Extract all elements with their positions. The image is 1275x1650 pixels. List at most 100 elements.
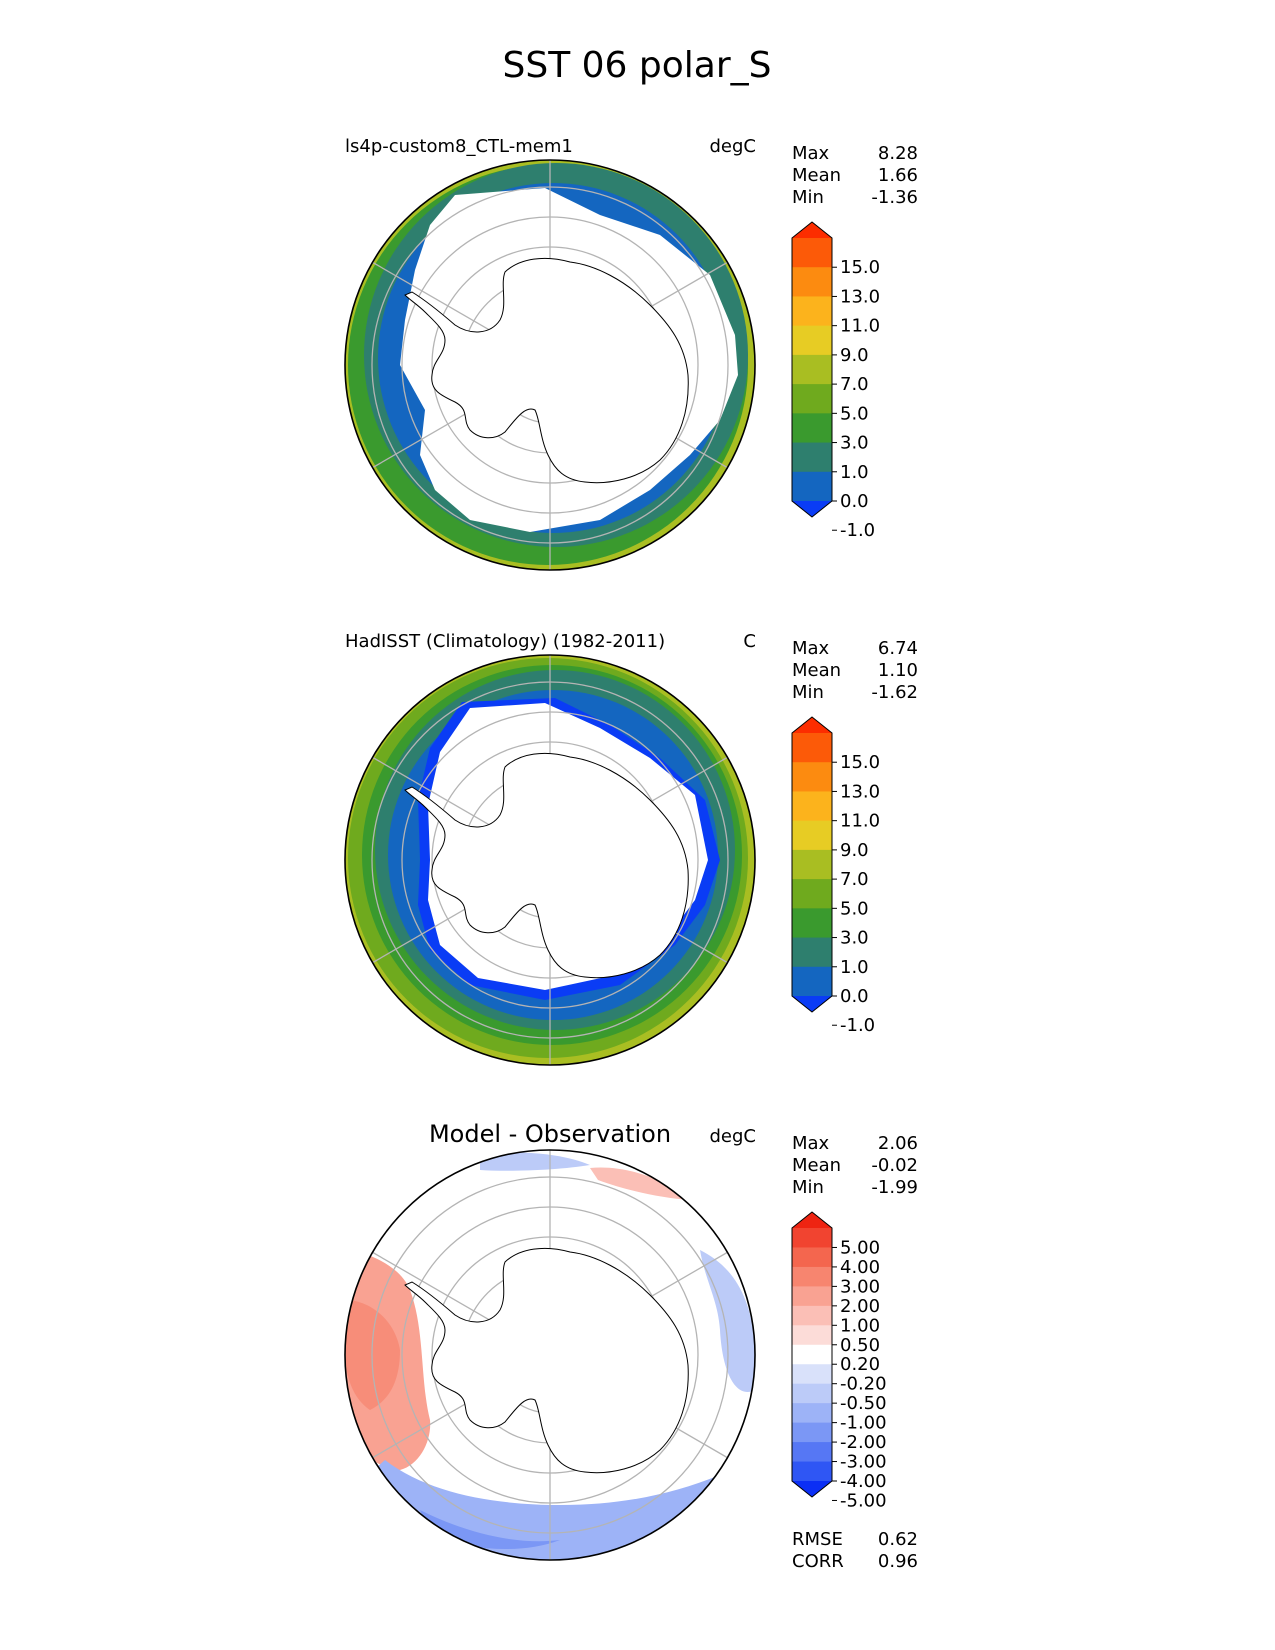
- colorbar: 5.004.003.002.001.000.500.20-0.20-0.50-1…: [791, 1211, 887, 1511]
- colorbar-tick-label: -3.00: [840, 1452, 887, 1473]
- colorbar-extend-min: [792, 501, 832, 517]
- colorbar-bin: [792, 384, 832, 414]
- colorbar-bin: [792, 1364, 832, 1385]
- colorbar-extend-max: [792, 1212, 832, 1228]
- colorbar-extend-max: [792, 717, 832, 733]
- colorbar-bin: [792, 1305, 832, 1326]
- stat-label: Mean: [792, 660, 841, 681]
- antarctica-coastline: [404, 1247, 689, 1474]
- panel-title: ls4p-custom8_CTL-mem1: [345, 136, 573, 157]
- panel-model: ls4p-custom8_CTL-mem1 degC Max 8.28: [344, 136, 918, 571]
- colorbar-tick-label: 5.00: [840, 1237, 880, 1258]
- colorbar-tick-label: 4.00: [840, 1257, 880, 1278]
- polar-map: [344, 654, 756, 1066]
- colorbar-bin: [792, 1422, 832, 1443]
- stat-value: 1.10: [878, 660, 918, 681]
- map-border: [344, 159, 756, 571]
- polar-map: [344, 159, 756, 571]
- colorbar-bin: [792, 267, 832, 298]
- colorbar-bin: [792, 354, 832, 385]
- colorbar-bin: [792, 1344, 832, 1365]
- stats-box: Max 2.06 Mean -0.02 Min -1.99: [792, 1133, 918, 1198]
- stat-label: Max: [792, 638, 830, 659]
- colorbar-extend-max: [792, 222, 832, 238]
- stat-label: Max: [792, 143, 830, 164]
- colorbar-bin: [792, 1403, 832, 1424]
- colorbar-bin: [792, 1247, 832, 1268]
- stat-label: RMSE: [792, 1529, 843, 1550]
- colorbar-bin: [792, 791, 832, 822]
- colorbar-tick-label: 5.0: [840, 898, 869, 919]
- panel-title: Model - Observation: [429, 1120, 671, 1148]
- colorbar-tick-label: 13.0: [840, 781, 880, 802]
- stat-value: -1.99: [871, 1177, 918, 1198]
- colorbar-bin: [792, 1461, 832, 1482]
- colorbar-tick-label: -1.0: [840, 1015, 875, 1036]
- colorbar-tick-label: 7.0: [840, 869, 869, 890]
- colorbar-tick-label: 5.0: [840, 403, 869, 424]
- colorbar-bin: [792, 1325, 832, 1346]
- stat-label: CORR: [792, 1551, 844, 1572]
- colorbar-bin: [792, 1383, 832, 1404]
- antarctica-coastline: [404, 752, 689, 979]
- colorbar-tick-label: -1.00: [840, 1413, 887, 1434]
- colorbar-tick-label: 7.0: [840, 374, 869, 395]
- colorbar-bin: [792, 1286, 832, 1307]
- colorbar-tick-label: 0.50: [840, 1335, 880, 1356]
- colorbar-bin: [792, 471, 832, 502]
- colorbar-tick-label: -4.00: [840, 1471, 887, 1492]
- colorbar-bin: [792, 413, 832, 444]
- colorbar-bin: [792, 442, 832, 473]
- colorbar-bin: [792, 820, 832, 851]
- colorbar-bin: [792, 296, 832, 327]
- stat-value: 6.74: [878, 638, 918, 659]
- colorbar-bin: [792, 966, 832, 997]
- colorbar-bin: [792, 762, 832, 793]
- colorbar-tick-label: 0.0: [840, 986, 869, 1007]
- stat-label: Mean: [792, 1155, 841, 1176]
- colorbar-tick-label: 1.0: [840, 462, 869, 483]
- panel-units: C: [743, 631, 756, 652]
- colorbar-bin: [792, 733, 832, 763]
- warm-anomaly: [590, 1167, 690, 1200]
- colorbar-bin: [792, 1266, 832, 1287]
- panel-title: HadISST (Climatology) (1982-2011): [345, 631, 665, 652]
- polar-map: [344, 1149, 756, 1561]
- colorbar-tick-label: 9.0: [840, 840, 869, 861]
- colorbar-bin: [792, 879, 832, 909]
- colorbar-bin: [792, 325, 832, 356]
- stat-value: 1.66: [878, 165, 918, 186]
- antarctica-coastline: [404, 257, 689, 484]
- colorbar-tick-label: -1.0: [840, 520, 875, 541]
- colorbar-tick-label: 3.0: [840, 928, 869, 949]
- colorbar-tick-label: 3.00: [840, 1276, 880, 1297]
- colorbar-tick-label: 15.0: [840, 257, 880, 278]
- cool-anomaly: [480, 1152, 590, 1171]
- colorbar-tick-label: 11.0: [840, 316, 880, 337]
- colorbar-tick-label: 0.20: [840, 1354, 880, 1375]
- stat-label: Min: [792, 187, 824, 208]
- stat-value: -1.62: [871, 682, 918, 703]
- map-border: [344, 654, 756, 1066]
- stat-value: -1.36: [871, 187, 918, 208]
- error-stats: RMSE 0.62 CORR 0.96: [792, 1529, 918, 1572]
- colorbar-bin: [792, 937, 832, 968]
- stat-value: -0.02: [871, 1155, 918, 1176]
- stat-label: Mean: [792, 165, 841, 186]
- stats-box: Max 8.28 Mean 1.66 Min -1.36: [792, 143, 918, 208]
- stat-value: 0.62: [878, 1529, 918, 1550]
- colorbar-tick-label: 3.0: [840, 433, 869, 454]
- colorbar-bin: [792, 849, 832, 880]
- colorbar-tick-label: -0.20: [840, 1374, 887, 1395]
- panel-units: degC: [710, 136, 757, 157]
- colorbar-tick-label: -5.00: [840, 1490, 887, 1511]
- colorbar: 15.0 13.0 11.0 9.0 7.0 5.0 3.0 1.0 0.0 -1.0: [791, 716, 880, 1036]
- colorbar-tick-label: 0.0: [840, 491, 869, 512]
- stat-value: 0.96: [878, 1551, 918, 1572]
- colorbar-tick-label: 11.0: [840, 811, 880, 832]
- stat-value: 8.28: [878, 143, 918, 164]
- colorbar-bin: [792, 1228, 832, 1249]
- colorbar-tick-label: 9.0: [840, 345, 869, 366]
- colorbar-bin: [792, 908, 832, 939]
